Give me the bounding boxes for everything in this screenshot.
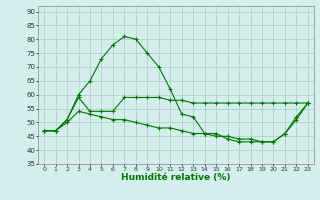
X-axis label: Humidité relative (%): Humidité relative (%)	[121, 173, 231, 182]
